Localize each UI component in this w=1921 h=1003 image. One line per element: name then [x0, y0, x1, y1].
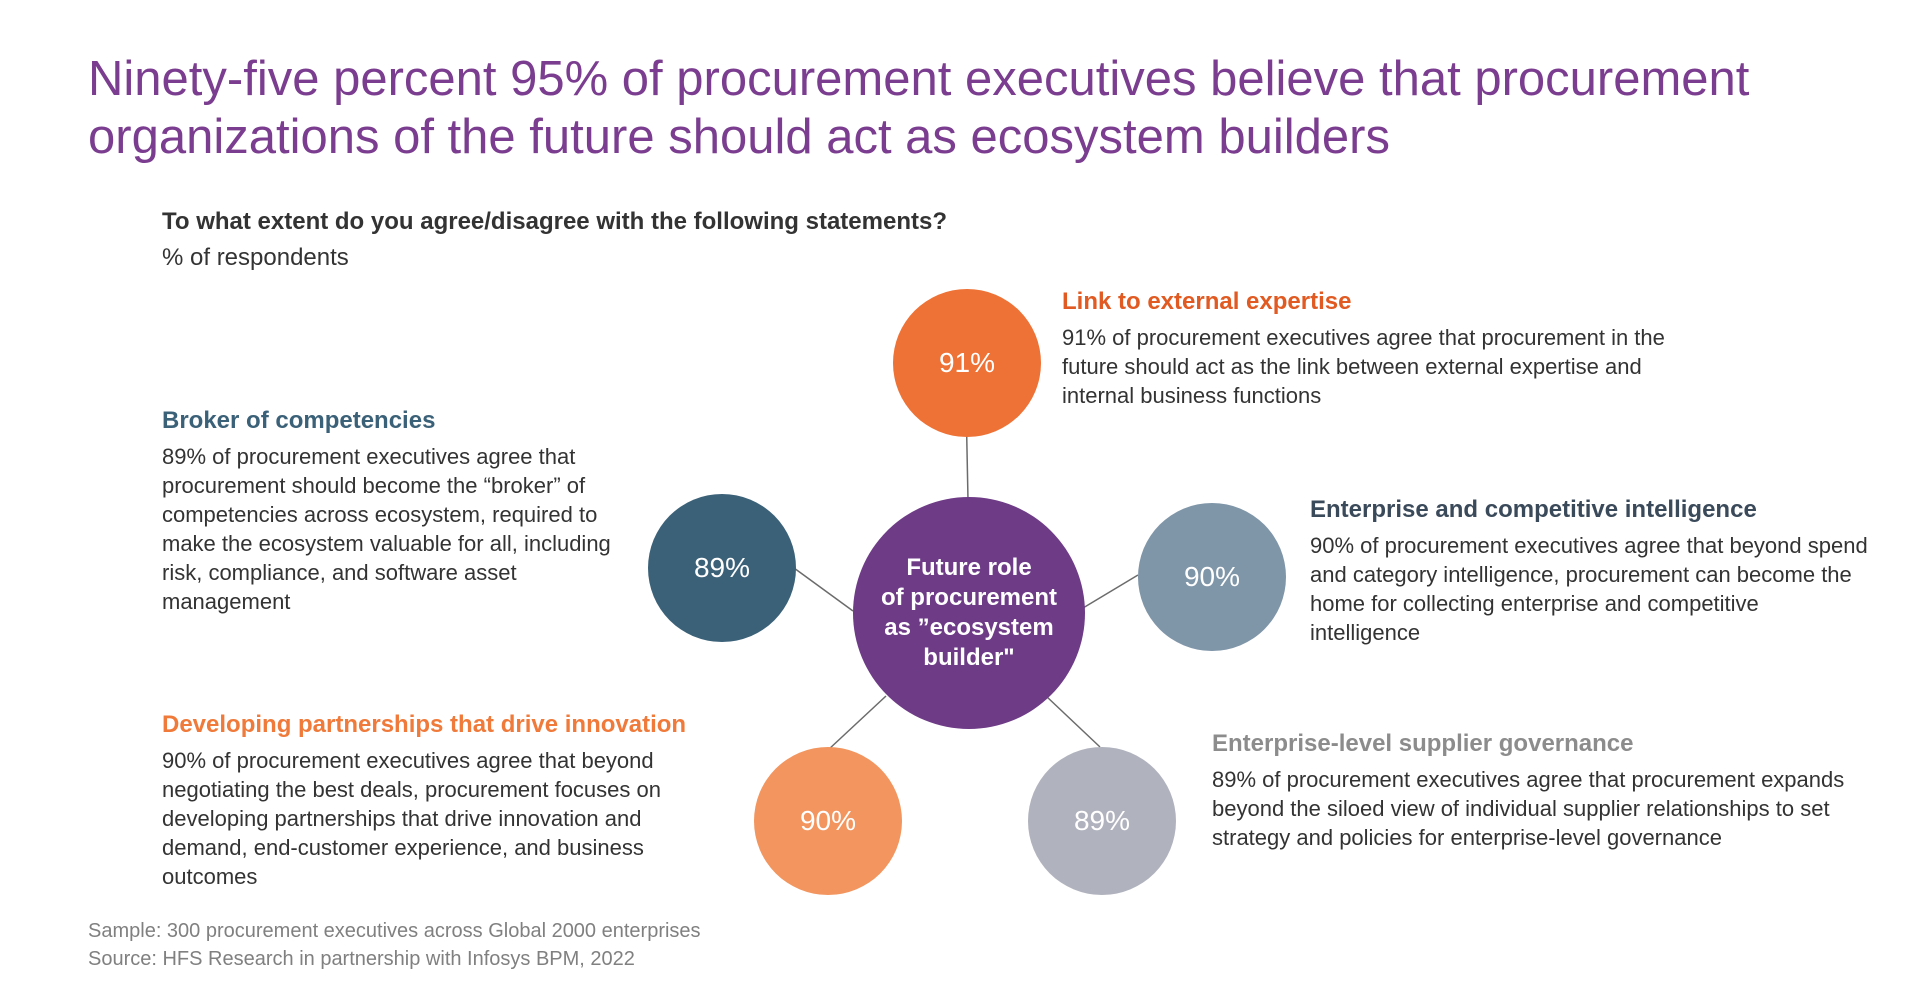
circle-supplier-governance: 89% [1028, 747, 1176, 895]
percent-label: 91% [938, 347, 996, 378]
statement-heading: Enterprise and competitive intelligence [1310, 496, 1757, 523]
footnote-source: Source: HFS Research in partnership with… [88, 948, 635, 970]
circle-enterprise-competitive-intelligence: 90% [1138, 503, 1286, 651]
connector-line-lower-right [1045, 695, 1101, 748]
survey-question: To what extent do you agree/disagree wit… [162, 208, 947, 235]
percent-label: 90% [799, 805, 857, 836]
statement-supplier-governance: Enterprise-level supplier governance 89%… [1212, 729, 1862, 852]
connector-line-lower-left [827, 695, 887, 751]
statement-text: 89% of procurement executives agree that… [1212, 767, 1845, 850]
percent-label: 89% [1073, 805, 1131, 836]
connector-line-upper-left [793, 567, 854, 612]
statement-text: 91% of procurement executives agree that… [1062, 325, 1665, 408]
statement-heading: Developing partnerships that drive innov… [162, 711, 687, 738]
statement-heading: Enterprise-level supplier governance [1212, 730, 1634, 757]
statement-text: 90% of procurement executives agree that… [1310, 533, 1868, 645]
circle-broker-competencies: 89% [648, 494, 796, 642]
statement-link-external-expertise: Link to external expertise 91% of procur… [1062, 287, 1712, 410]
percent-label: 90% [1183, 561, 1241, 592]
center-circle-label: Future role of procurement as ”ecosystem… [880, 554, 1057, 671]
percent-label: 89% [693, 552, 751, 583]
center-circle: Future role of procurement as ”ecosystem… [853, 497, 1085, 729]
statement-developing-partnerships: Developing partnerships that drive innov… [162, 710, 722, 891]
statement-heading: Link to external expertise [1062, 288, 1352, 315]
unit-label: % of respondents [162, 244, 349, 271]
page-title: Ninety-five percent 95% of procurement e… [88, 52, 1750, 164]
statement-text: 89% of procurement executives agree that… [162, 444, 611, 614]
statement-enterprise-competitive-intelligence: Enterprise and competitive intelligence … [1310, 495, 1870, 647]
statement-text: 90% of procurement executives agree that… [162, 748, 661, 889]
connector-line-upper-right [1077, 574, 1139, 612]
statement-broker-competencies: Broker of competencies 89% of procuremen… [162, 406, 632, 616]
circle-developing-partnerships: 90% [754, 747, 902, 895]
footnote-sample: Sample: 300 procurement executives acros… [88, 920, 701, 942]
statement-heading: Broker of competencies [162, 407, 436, 434]
circle-link-external-expertise: 91% [893, 289, 1041, 437]
